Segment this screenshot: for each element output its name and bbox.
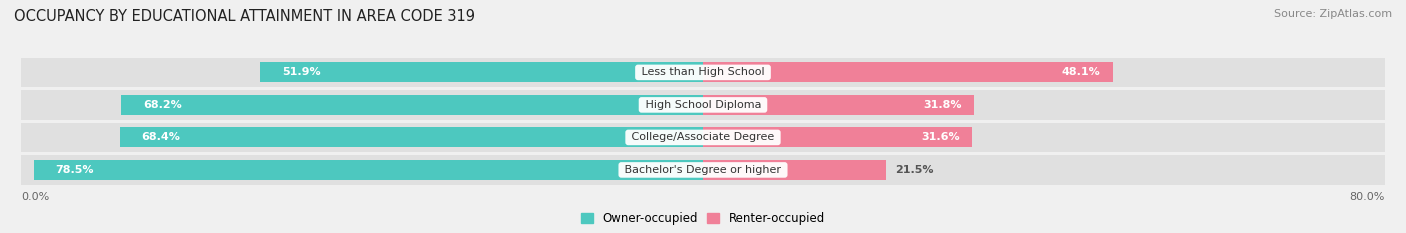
Bar	[703, 62, 1114, 82]
Text: Source: ZipAtlas.com: Source: ZipAtlas.com	[1274, 9, 1392, 19]
Bar	[703, 127, 973, 147]
Bar	[121, 95, 703, 115]
Text: OCCUPANCY BY EDUCATIONAL ATTAINMENT IN AREA CODE 319: OCCUPANCY BY EDUCATIONAL ATTAINMENT IN A…	[14, 9, 475, 24]
Bar	[703, 95, 974, 115]
Text: High School Diploma: High School Diploma	[641, 100, 765, 110]
Text: College/Associate Degree: College/Associate Degree	[628, 132, 778, 142]
Text: 68.4%: 68.4%	[141, 132, 180, 142]
Text: 31.8%: 31.8%	[922, 100, 962, 110]
Legend: Owner-occupied, Renter-occupied: Owner-occupied, Renter-occupied	[576, 207, 830, 230]
Text: 80.0%: 80.0%	[1350, 192, 1385, 202]
Bar	[21, 123, 1385, 152]
Text: Less than High School: Less than High School	[638, 67, 768, 77]
Bar	[34, 160, 703, 180]
Text: 78.5%: 78.5%	[55, 165, 93, 175]
Text: 51.9%: 51.9%	[281, 67, 321, 77]
Text: 48.1%: 48.1%	[1062, 67, 1101, 77]
Text: 21.5%: 21.5%	[894, 165, 934, 175]
Bar	[21, 58, 1385, 87]
Bar	[260, 62, 703, 82]
Bar	[21, 155, 1385, 185]
Text: 68.2%: 68.2%	[143, 100, 181, 110]
Bar	[21, 90, 1385, 120]
Bar	[703, 160, 886, 180]
Text: 31.6%: 31.6%	[921, 132, 960, 142]
Text: 0.0%: 0.0%	[21, 192, 49, 202]
Bar	[120, 127, 703, 147]
Text: Bachelor's Degree or higher: Bachelor's Degree or higher	[621, 165, 785, 175]
